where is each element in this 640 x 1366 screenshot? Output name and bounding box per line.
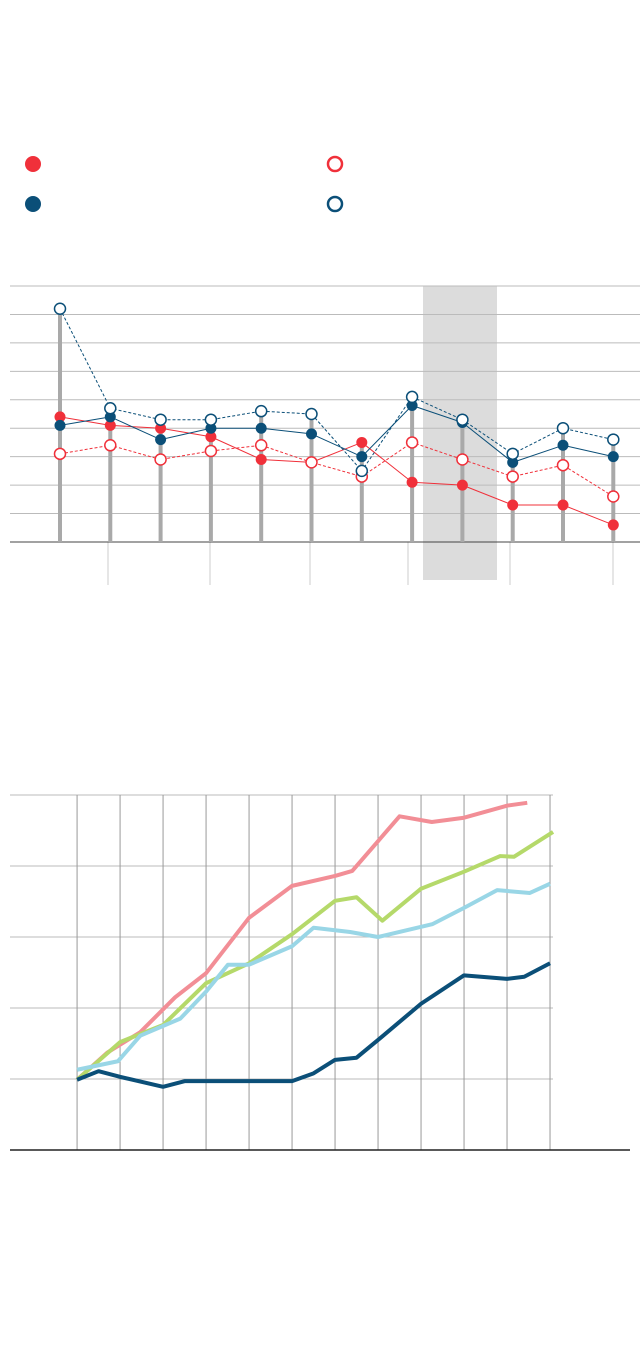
- point: [607, 519, 619, 531]
- point: [104, 411, 116, 423]
- series-line: [76, 961, 551, 1089]
- point: [254, 404, 268, 418]
- legend-marker: [25, 156, 41, 172]
- point: [556, 458, 570, 472]
- point: [356, 436, 368, 448]
- series-line: [76, 881, 551, 1072]
- highlight-band: [423, 286, 497, 580]
- point: [355, 464, 369, 478]
- point: [406, 399, 418, 411]
- point: [406, 476, 418, 488]
- point: [54, 419, 66, 431]
- point: [456, 413, 469, 426]
- point: [104, 419, 116, 431]
- point: [53, 302, 67, 316]
- point: [155, 434, 167, 446]
- point: [104, 402, 117, 415]
- point: [506, 470, 519, 483]
- point: [607, 451, 619, 463]
- series-line: [59, 416, 614, 526]
- point: [557, 439, 569, 451]
- series-line: [75, 830, 555, 1082]
- point: [456, 479, 468, 491]
- point: [506, 447, 519, 461]
- point: [405, 436, 419, 449]
- point: [306, 428, 317, 440]
- series-line: [59, 308, 614, 472]
- point: [507, 499, 519, 511]
- series-line: [75, 800, 528, 1082]
- point: [205, 431, 217, 443]
- point: [154, 413, 167, 426]
- point: [557, 499, 569, 511]
- legend-marker: [326, 195, 344, 213]
- series-line: [59, 404, 614, 463]
- point: [205, 422, 217, 434]
- point: [154, 453, 167, 466]
- point: [104, 439, 117, 452]
- point: [356, 451, 368, 463]
- point: [204, 413, 218, 426]
- point: [255, 454, 267, 466]
- point: [507, 456, 519, 468]
- legend-marker: [326, 155, 344, 173]
- point: [607, 490, 620, 503]
- point: [607, 433, 620, 446]
- point: [54, 411, 66, 423]
- legend-marker: [25, 196, 41, 212]
- point: [155, 422, 167, 434]
- point: [204, 444, 218, 458]
- point: [53, 447, 67, 461]
- point: [305, 456, 318, 469]
- separators: [107, 542, 614, 585]
- point: [405, 390, 419, 404]
- point: [255, 422, 267, 434]
- point: [556, 421, 570, 435]
- point: [254, 439, 268, 452]
- point: [456, 453, 469, 466]
- point: [305, 407, 318, 421]
- series-line: [59, 441, 614, 497]
